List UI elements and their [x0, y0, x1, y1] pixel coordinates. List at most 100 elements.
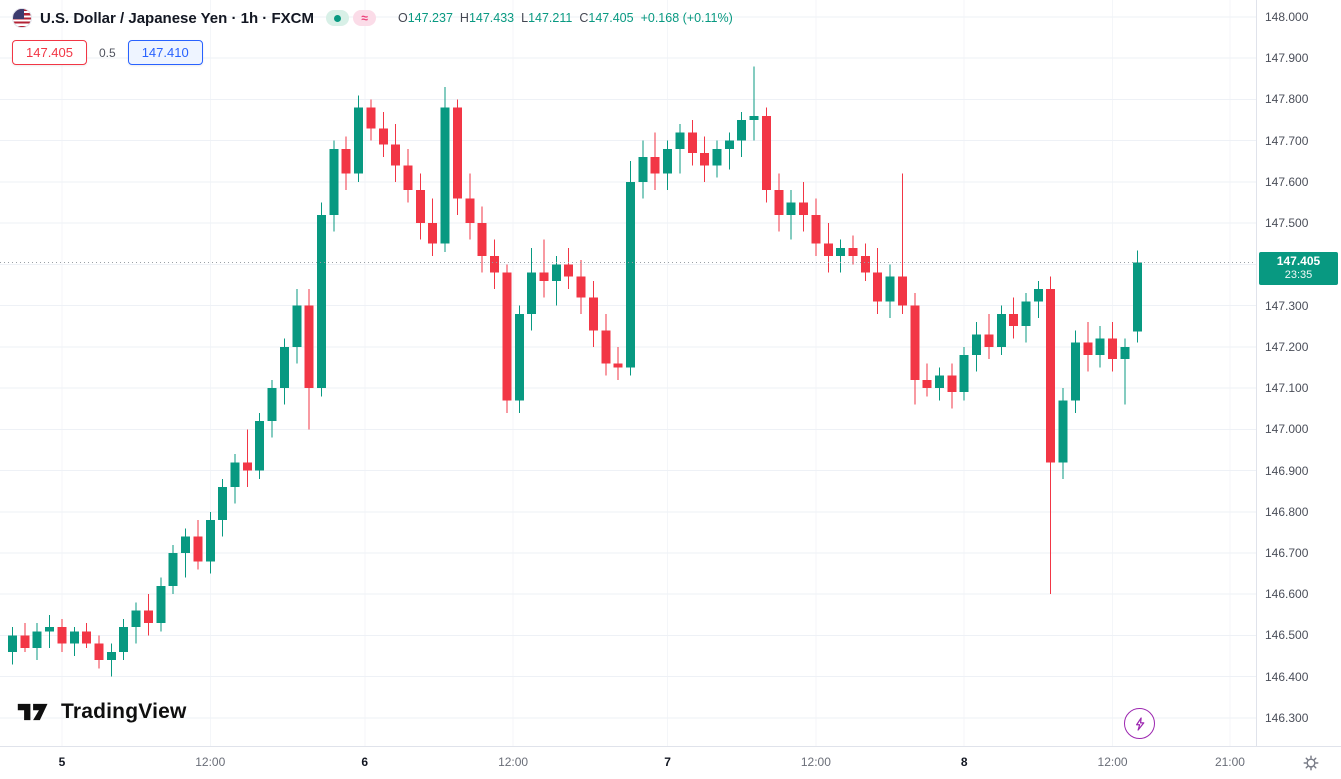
price-tick: 148.000 — [1265, 9, 1309, 24]
tradingview-logo[interactable]: TradingView — [16, 698, 187, 726]
candle-body — [193, 536, 203, 562]
candle-body — [440, 107, 450, 244]
lightning-button[interactable] — [1124, 708, 1155, 739]
market-open-dot-icon[interactable] — [325, 10, 349, 26]
candle-body — [205, 520, 215, 562]
candle-body — [1095, 338, 1105, 356]
candle-body — [761, 115, 771, 191]
candle-body — [737, 120, 747, 141]
time-label: 12:00 — [195, 755, 226, 769]
candle-body — [539, 272, 549, 281]
price-tick: 147.700 — [1265, 133, 1309, 148]
candle-body — [984, 334, 994, 347]
chart-legend: U.S. Dollar / Japanese Yen · 1h · FXCM ≈… — [12, 8, 733, 28]
time-label: 12:00 — [498, 755, 529, 769]
candle-body — [57, 627, 67, 644]
candle-body — [119, 627, 129, 652]
candlestick-chart[interactable] — [0, 0, 1256, 746]
candle-body — [613, 363, 623, 368]
time-axis[interactable]: 5 12:00 6 12:00 7 12:00 8 12:00 21:00 — [0, 746, 1341, 779]
price-tick: 146.800 — [1265, 504, 1309, 519]
spread-value: 0.5 — [99, 45, 116, 60]
candle-body — [601, 330, 611, 364]
time-axis-settings-gear-icon[interactable] — [1302, 754, 1320, 772]
candle-body — [1058, 400, 1068, 463]
candle-body — [588, 297, 598, 331]
candle-body — [354, 107, 364, 174]
price-axis[interactable]: 148.000 147.900 147.800 147.700 147.600 147.5… — [1256, 0, 1341, 746]
price-tick: 146.900 — [1265, 463, 1309, 478]
price-tick: 146.400 — [1265, 669, 1309, 684]
candle-body — [428, 223, 438, 244]
candle-body — [156, 585, 166, 624]
last-price-value: 147.405 — [1276, 254, 1321, 269]
price-tick: 147.900 — [1265, 51, 1309, 66]
candle-body — [885, 276, 895, 302]
time-label: 12:00 — [800, 755, 831, 769]
candle-body — [564, 264, 574, 277]
candle-body — [452, 107, 462, 199]
candle-body — [378, 128, 388, 145]
open-label: O — [397, 11, 408, 25]
candle-body — [1070, 342, 1080, 401]
tradingview-logo-text: TradingView — [61, 700, 187, 723]
candle-body — [502, 272, 512, 401]
candle-body — [279, 346, 289, 389]
candle-body — [687, 132, 697, 153]
candle-body — [663, 148, 673, 174]
open-value: 147.237 — [407, 11, 453, 25]
candle-body — [836, 247, 846, 257]
candle-body — [774, 190, 784, 215]
candle-body — [897, 276, 907, 306]
candle-body — [255, 421, 265, 471]
low-value: 147.211 — [528, 11, 573, 25]
candle-body — [514, 313, 524, 401]
candle-body — [700, 152, 710, 166]
candle-body — [811, 214, 821, 244]
candle-body — [675, 132, 685, 149]
candle-body — [168, 553, 178, 586]
candle-body — [20, 635, 30, 648]
price-tick: 147.500 — [1265, 216, 1309, 231]
candle-body — [403, 165, 413, 191]
time-label: 8 — [960, 755, 968, 769]
buy-button[interactable]: 147.410 — [127, 40, 203, 65]
candle-body — [786, 202, 796, 215]
green-dot-icon — [333, 14, 341, 22]
candle-body — [947, 375, 957, 393]
us-flag-icon — [12, 8, 32, 28]
high-label: H — [459, 11, 469, 25]
low-label: L — [521, 11, 529, 25]
candle-body — [82, 631, 92, 644]
lightning-bolt-icon — [1135, 716, 1144, 731]
candle-body — [341, 148, 351, 174]
buy-sell-widget: 147.405 0.5 147.410 — [12, 40, 203, 65]
close-value: 147.405 — [588, 11, 634, 25]
candle-body — [106, 651, 116, 661]
candle-body — [267, 388, 277, 422]
candle-body — [218, 487, 228, 521]
candle-body — [181, 536, 191, 554]
candle-body — [69, 631, 79, 644]
ohlc-readout: O147.237 H147.433 L147.211 C147.405 +0.1… — [398, 11, 733, 25]
approximate-data-icon[interactable]: ≈ — [352, 10, 376, 26]
candle-body — [799, 202, 809, 215]
candle-body — [959, 355, 969, 393]
candle-body — [972, 334, 982, 356]
price-tick: 146.700 — [1265, 546, 1309, 560]
time-label: 21:00 — [1214, 755, 1245, 769]
close-label: C — [579, 11, 589, 25]
sell-button[interactable]: 147.405 — [12, 40, 87, 65]
symbol-title[interactable]: U.S. Dollar / Japanese Yen · 1h · FXCM — [40, 9, 314, 27]
candle-body — [230, 462, 240, 488]
price-tick: 146.500 — [1265, 628, 1309, 643]
candle-body — [848, 247, 858, 257]
candle-body — [366, 107, 376, 129]
time-label: 12:00 — [1097, 755, 1128, 769]
price-tick: 147.000 — [1265, 422, 1309, 437]
candle-body — [292, 305, 302, 347]
candle-body — [8, 635, 17, 652]
candle-body — [551, 264, 561, 281]
candle-body — [490, 256, 500, 273]
